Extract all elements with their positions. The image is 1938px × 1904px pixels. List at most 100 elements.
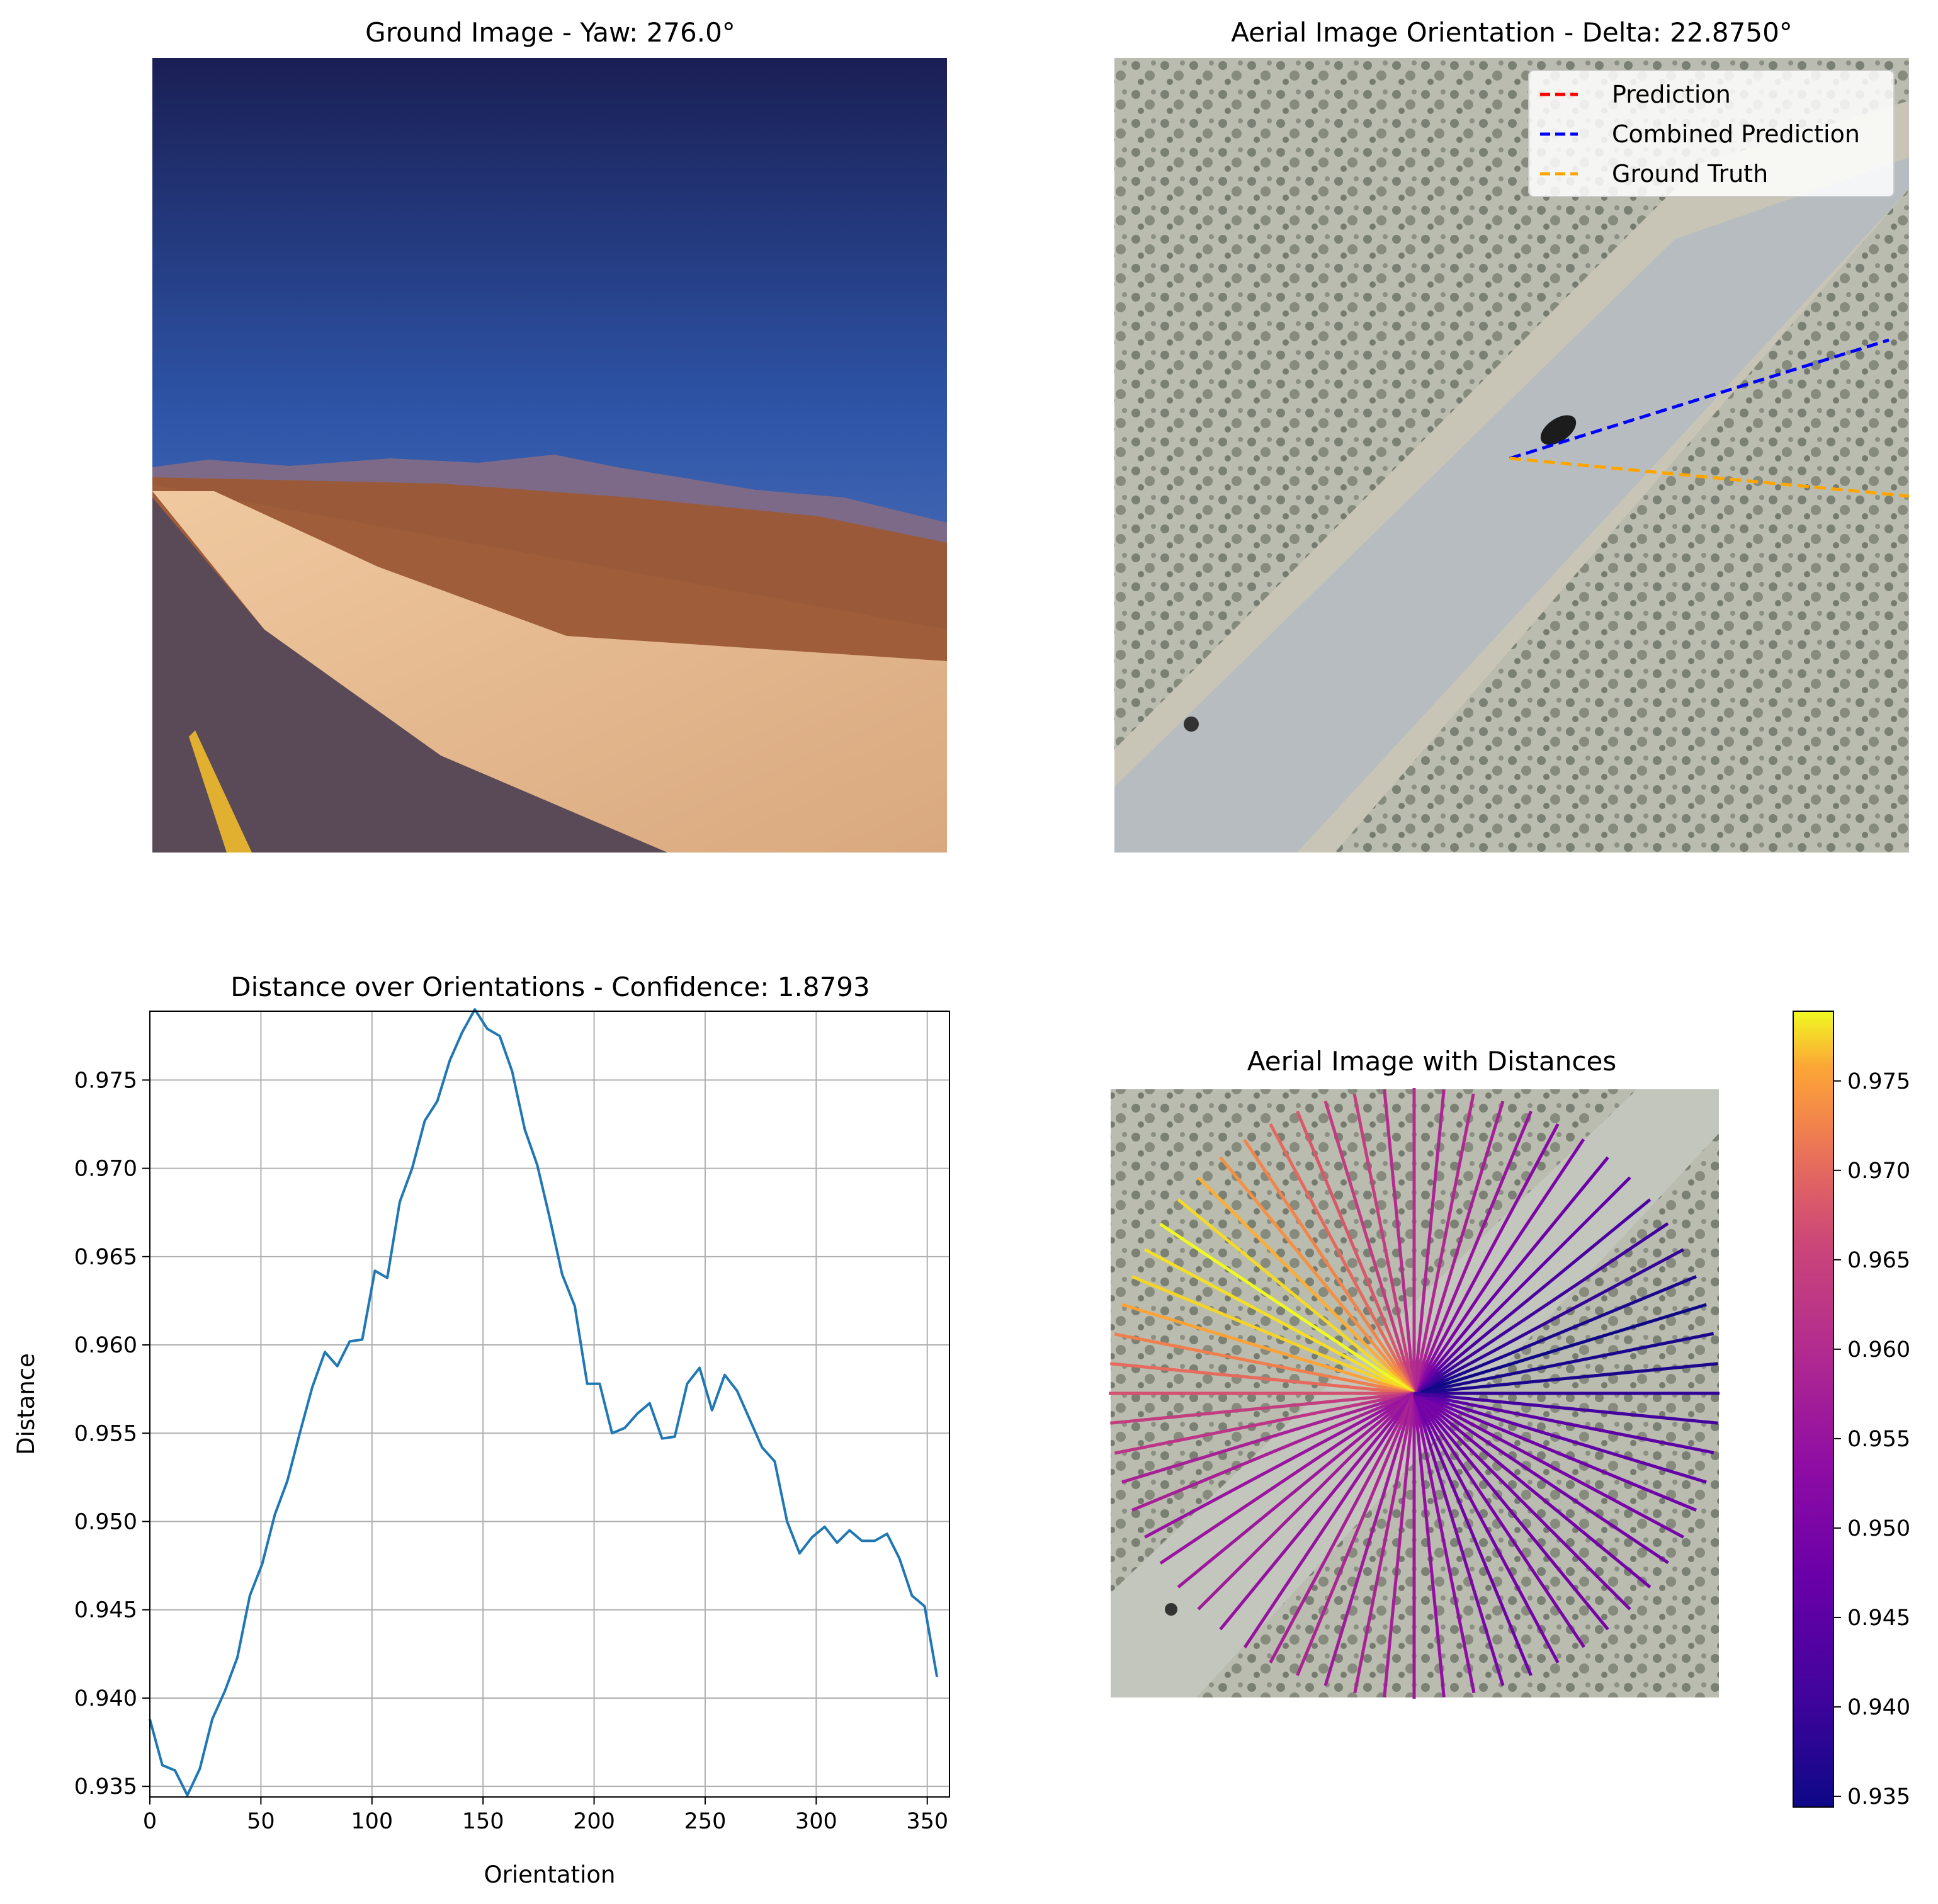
colorbar-tick-label: 0.955 bbox=[1847, 1427, 1910, 1452]
colorbar-tick-label: 0.935 bbox=[1847, 1784, 1910, 1810]
ground-image bbox=[152, 58, 947, 853]
ground-truth-line bbox=[1509, 456, 1910, 498]
colorbar-tick-label: 0.965 bbox=[1847, 1248, 1910, 1273]
y-tick-label: 0.970 bbox=[74, 1157, 137, 1182]
aerial-legend: Prediction Combined Prediction Ground Tr… bbox=[1528, 70, 1895, 197]
polar-ray bbox=[1296, 1110, 1416, 1394]
aerial-orientation-title: Aerial Image Orientation - Delta: 22.875… bbox=[1231, 17, 1793, 48]
x-tick-label: 150 bbox=[462, 1809, 504, 1834]
chart-grid bbox=[149, 1011, 949, 1797]
combined-prediction-line bbox=[1509, 338, 1890, 460]
polar-ray bbox=[1414, 1275, 1697, 1395]
y-tick-label: 0.960 bbox=[74, 1333, 137, 1358]
x-axis-label: Orientation bbox=[484, 1861, 616, 1888]
polar-ray bbox=[1243, 1392, 1416, 1648]
polar-ray bbox=[1414, 1332, 1714, 1395]
colorbar bbox=[1793, 1011, 1834, 1808]
polar-ray bbox=[1412, 1393, 1533, 1677]
polar-ray bbox=[1159, 1391, 1415, 1565]
polar-ray bbox=[1414, 1391, 1697, 1512]
colorbar-tick-label: 0.950 bbox=[1847, 1516, 1910, 1541]
polar-ray bbox=[1323, 1101, 1416, 1394]
polar-ray bbox=[1413, 1176, 1631, 1395]
polar-ray bbox=[1131, 1391, 1415, 1512]
polar-distance-rays bbox=[1109, 1088, 1720, 1699]
polar-ray bbox=[1412, 1393, 1446, 1697]
polar-ray bbox=[1144, 1248, 1415, 1395]
polar-ray bbox=[1121, 1391, 1415, 1484]
polar-ray bbox=[1414, 1303, 1707, 1395]
polar-ray bbox=[1412, 1393, 1505, 1686]
legend-label-prediction: Prediction bbox=[1612, 81, 1731, 108]
polar-ray bbox=[1144, 1391, 1415, 1539]
ground-image-title: Ground Image - Yaw: 276.0° bbox=[365, 17, 735, 48]
polar-ray bbox=[1412, 1093, 1475, 1394]
x-tick-label: 100 bbox=[351, 1809, 393, 1834]
chart-ticks: 0 50 100 150 200 250 300 350 0.935 0.940 0.945 0.95… bbox=[74, 1068, 948, 1834]
polar-ray bbox=[1412, 1392, 1560, 1663]
y-tick-label: 0.940 bbox=[74, 1686, 137, 1711]
polar-ray bbox=[1413, 1392, 1652, 1589]
polar-ray bbox=[1412, 1110, 1533, 1394]
polar-ray bbox=[1413, 1391, 1684, 1539]
polar-ray bbox=[1412, 1138, 1585, 1395]
polar-ray bbox=[1114, 1391, 1415, 1455]
colorbar-tick-label: 0.975 bbox=[1847, 1069, 1910, 1094]
polar-ray bbox=[1414, 1391, 1714, 1454]
colorbar-tick-label: 0.940 bbox=[1847, 1695, 1910, 1720]
polar-ray bbox=[1110, 1391, 1415, 1425]
x-tick-label: 0 bbox=[143, 1809, 157, 1834]
polar-ray bbox=[1413, 1248, 1684, 1395]
legend-label-combined: Combined Prediction bbox=[1612, 120, 1860, 148]
x-tick-label: 50 bbox=[247, 1809, 275, 1834]
polar-ray bbox=[1412, 1101, 1505, 1394]
polar-ray bbox=[1414, 1391, 1718, 1425]
y-tick-label: 0.945 bbox=[74, 1598, 137, 1623]
polar-ray bbox=[1121, 1303, 1415, 1395]
polar-ray bbox=[1110, 1362, 1415, 1395]
polar-ray bbox=[1352, 1093, 1416, 1394]
x-tick-label: 300 bbox=[795, 1809, 837, 1834]
polar-ray bbox=[1414, 1362, 1718, 1395]
polar-ray bbox=[1159, 1222, 1415, 1395]
polar-ray bbox=[1114, 1332, 1415, 1395]
polar-ray bbox=[1383, 1089, 1416, 1394]
y-tick-label: 0.935 bbox=[74, 1774, 137, 1799]
x-tick-label: 250 bbox=[684, 1809, 727, 1834]
x-tick-label: 350 bbox=[906, 1809, 948, 1834]
polar-ray bbox=[1197, 1176, 1415, 1395]
polar-ray bbox=[1413, 1392, 1631, 1611]
polar-ray bbox=[1323, 1393, 1416, 1686]
polar-ray bbox=[1131, 1275, 1415, 1395]
chart-axes-frame bbox=[149, 1011, 950, 1798]
polar-ray bbox=[1413, 1391, 1669, 1565]
polar-ray bbox=[1412, 1392, 1585, 1648]
polar-ray bbox=[1413, 1156, 1609, 1395]
polar-ray bbox=[1197, 1392, 1415, 1611]
y-tick-label: 0.965 bbox=[74, 1245, 137, 1270]
polar-ray bbox=[1413, 1222, 1669, 1395]
polar-title: Aerial Image with Distances bbox=[1247, 1046, 1616, 1077]
polar-ray bbox=[1353, 1393, 1416, 1694]
polar-ray bbox=[1412, 1123, 1560, 1395]
colorbar-tick-label: 0.945 bbox=[1847, 1606, 1910, 1631]
polar-ray bbox=[1413, 1392, 1609, 1631]
polar-ray bbox=[1413, 1198, 1652, 1395]
polar-ray bbox=[1269, 1392, 1416, 1663]
distance-series-line bbox=[149, 1008, 939, 1797]
colorbar-ticks: 0.935 0.940 0.945 0.950 0.955 0.960 0.965 0.970… bbox=[1833, 1069, 1910, 1810]
polar-ray bbox=[1412, 1393, 1476, 1694]
polar-ray bbox=[1269, 1123, 1416, 1395]
polar-ray bbox=[1243, 1138, 1416, 1395]
polar-ray bbox=[1296, 1393, 1416, 1677]
polar-ray bbox=[1412, 1089, 1446, 1394]
polar-ray bbox=[1219, 1392, 1415, 1631]
y-tick-label: 0.975 bbox=[74, 1068, 137, 1093]
y-tick-label: 0.950 bbox=[74, 1509, 137, 1534]
colorbar-tick-label: 0.960 bbox=[1847, 1337, 1910, 1363]
polar-ray bbox=[1177, 1198, 1415, 1395]
polar-ray bbox=[1177, 1392, 1415, 1589]
polar-ray bbox=[1383, 1393, 1416, 1697]
legend-label-ground-truth: Ground Truth bbox=[1612, 160, 1768, 188]
